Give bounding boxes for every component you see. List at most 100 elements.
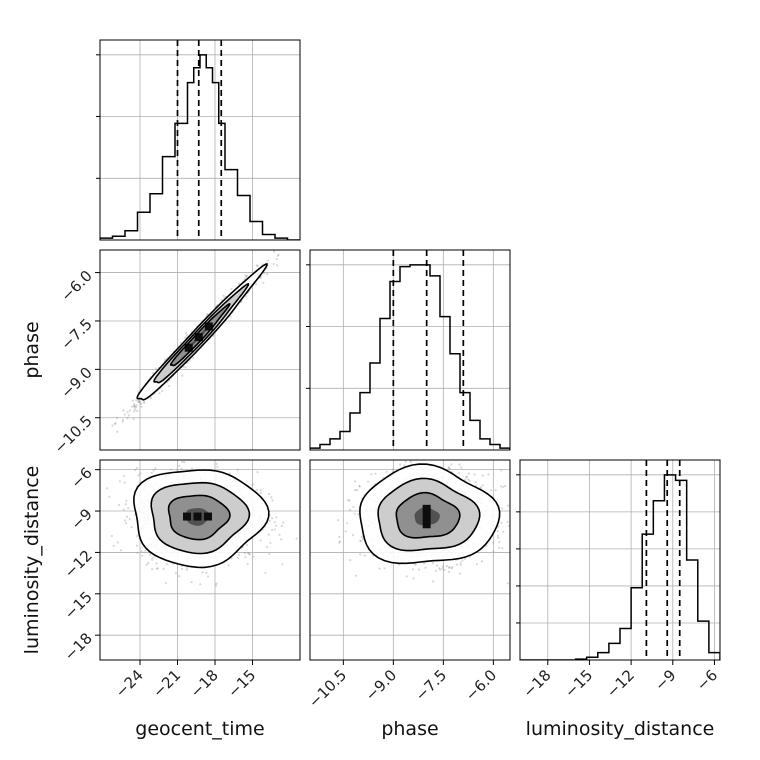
scatter-point bbox=[244, 556, 247, 559]
scatter-point bbox=[438, 567, 441, 570]
histogram-luminosity_distance bbox=[520, 474, 720, 660]
scatter-point bbox=[136, 466, 139, 469]
scatter-point bbox=[498, 541, 501, 544]
scatter-point bbox=[414, 563, 417, 566]
scatter-point bbox=[465, 476, 468, 479]
contour-line bbox=[153, 282, 250, 384]
scatter-point bbox=[424, 566, 427, 569]
scatter-point bbox=[121, 420, 124, 423]
scatter-point bbox=[230, 287, 233, 290]
x-tick-label: −9.0 bbox=[362, 666, 400, 704]
scatter-panel-geocent_time-phase bbox=[98, 249, 301, 451]
scatter-point bbox=[133, 405, 136, 409]
scatter-point bbox=[254, 283, 258, 286]
scatter-point bbox=[456, 563, 459, 566]
panel-frame bbox=[99, 459, 301, 661]
scatter-point bbox=[132, 417, 135, 421]
density-core bbox=[184, 322, 213, 352]
scatter-point bbox=[431, 455, 433, 457]
scatter-point bbox=[347, 498, 350, 502]
scatter-point bbox=[110, 534, 113, 538]
scatter-point bbox=[135, 399, 138, 402]
scatter-point bbox=[179, 341, 182, 344]
scatter-point bbox=[151, 568, 154, 571]
scatter-point bbox=[383, 567, 386, 570]
x-axis-label: luminosity_distance bbox=[526, 718, 715, 740]
contour-line bbox=[170, 303, 231, 367]
scatter-point bbox=[265, 545, 268, 549]
scatter-point bbox=[135, 544, 138, 547]
x-tick-label: −7.5 bbox=[412, 666, 450, 704]
scatter-point bbox=[123, 519, 127, 522]
scatter-point bbox=[272, 262, 275, 266]
scatter-point bbox=[133, 408, 137, 411]
scatter-point bbox=[142, 401, 146, 404]
scatter-point bbox=[155, 567, 158, 570]
scatter-point bbox=[379, 452, 381, 454]
scatter-point bbox=[148, 553, 151, 556]
scatter-point bbox=[214, 584, 217, 587]
scatter-point bbox=[409, 460, 412, 464]
scatter-point bbox=[561, 536, 563, 538]
scatter-point bbox=[123, 413, 126, 416]
scatter-point bbox=[356, 488, 359, 492]
scatter-point bbox=[140, 550, 143, 553]
panel-frame bbox=[99, 249, 301, 451]
x-tick-label: −15 bbox=[561, 666, 596, 701]
scatter-point bbox=[492, 541, 495, 544]
scatter-point bbox=[124, 503, 127, 506]
scatter-point bbox=[125, 499, 128, 502]
density-peak bbox=[204, 512, 212, 521]
contour-line bbox=[377, 477, 481, 552]
scatter-point bbox=[512, 532, 514, 534]
scatter-point bbox=[259, 276, 262, 279]
scatter-point bbox=[118, 480, 121, 483]
scatter-point bbox=[154, 467, 157, 470]
scatter-point bbox=[354, 574, 357, 577]
scatter-point bbox=[358, 485, 361, 488]
scatter-point bbox=[115, 416, 118, 419]
scatter-point bbox=[106, 487, 109, 490]
density-core bbox=[183, 512, 212, 521]
scatter-point bbox=[98, 435, 100, 437]
scatter-point bbox=[245, 276, 248, 279]
scatter-point bbox=[275, 516, 278, 519]
scatter-point bbox=[473, 473, 476, 476]
contour-line bbox=[359, 463, 501, 565]
scatter-point bbox=[184, 336, 187, 339]
x-tick-label: −6.0 bbox=[462, 666, 500, 704]
scatter-point bbox=[151, 558, 154, 561]
scatter-point bbox=[144, 549, 147, 552]
x-tick-label: −6 bbox=[693, 666, 721, 694]
x-tick-label: −24 bbox=[112, 666, 147, 701]
scatter-point bbox=[108, 495, 111, 498]
scatter-point bbox=[245, 274, 248, 277]
scatter-point bbox=[126, 417, 129, 420]
scatter-point bbox=[271, 528, 274, 532]
scatter-point bbox=[176, 468, 179, 471]
hist-panel-geocent_time bbox=[96, 39, 301, 241]
scatter-point bbox=[451, 566, 454, 569]
scatter-point bbox=[140, 405, 143, 408]
scatter-point bbox=[467, 478, 470, 481]
scatter-point bbox=[185, 568, 188, 571]
scatter-point bbox=[405, 575, 408, 578]
y-tick-label: −12 bbox=[61, 547, 96, 582]
scatter-point bbox=[162, 567, 165, 570]
scatter-point bbox=[158, 392, 161, 395]
scatter-panel-phase-luminosity_distance bbox=[309, 452, 563, 661]
scatter-point bbox=[361, 538, 364, 541]
scatter-point bbox=[282, 521, 285, 524]
scatter-point bbox=[349, 508, 352, 511]
scatter-point bbox=[112, 544, 115, 548]
scatter-point bbox=[479, 486, 482, 489]
scatter-point bbox=[169, 468, 172, 471]
scatter-point bbox=[349, 559, 352, 562]
scatter-point bbox=[481, 474, 484, 477]
scatter-point bbox=[255, 488, 258, 491]
scatter-point bbox=[435, 569, 438, 572]
scatter-point bbox=[259, 489, 262, 492]
scatter-point bbox=[174, 572, 178, 575]
scatter-point bbox=[352, 505, 355, 508]
scatter-point bbox=[278, 533, 281, 536]
